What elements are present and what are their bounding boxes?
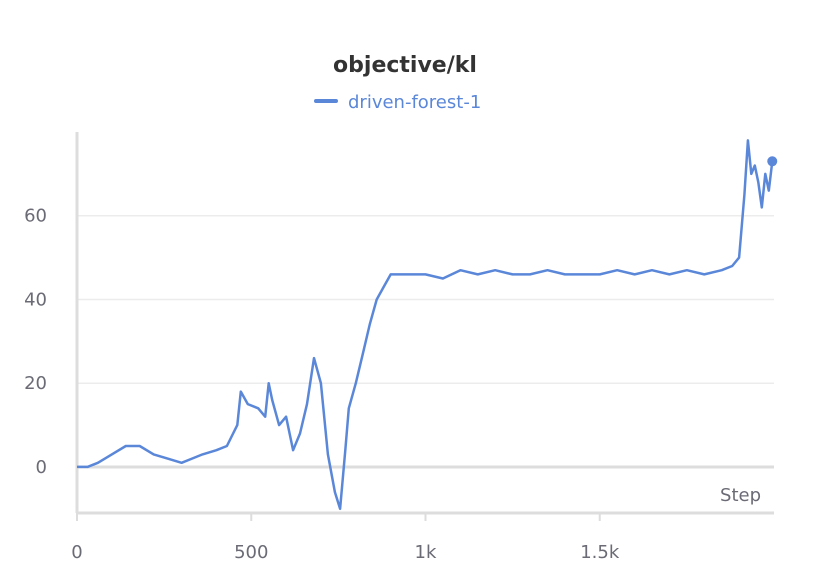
x-tick-label: 0 <box>71 542 82 563</box>
x-tick-label: 1.5k <box>580 542 620 563</box>
chart-title: objective/kl <box>333 53 477 78</box>
series-layer <box>77 139 778 511</box>
grid <box>77 214 774 469</box>
y-tick-label: 20 <box>24 373 47 394</box>
y-tick-label: 60 <box>24 206 47 227</box>
axes <box>75 132 774 521</box>
legend[interactable]: driven-forest-1 <box>314 92 481 113</box>
x-tick-label: 500 <box>234 542 268 563</box>
series-line-driven-forest-1 <box>77 139 774 511</box>
x-tick-label: 1k <box>415 542 437 563</box>
legend-label-driven-forest-1: driven-forest-1 <box>348 92 481 113</box>
x-axis-label: Step <box>720 485 761 506</box>
tick-labels: 0 20 40 60 0 500 1k 1.5k <box>24 206 620 563</box>
y-tick-label: 0 <box>36 457 47 478</box>
series-endpoint-marker <box>767 156 778 167</box>
y-tick-label: 40 <box>24 289 47 310</box>
